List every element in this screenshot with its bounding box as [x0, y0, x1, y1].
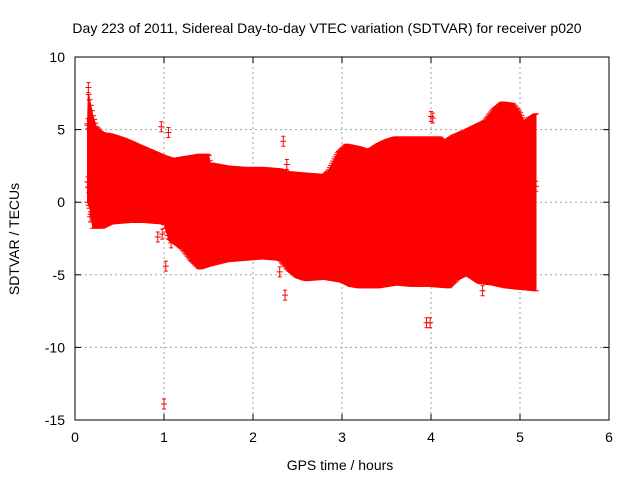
- outlier-point: [479, 285, 486, 297]
- x-tick-label: 2: [249, 429, 257, 445]
- outlier-point: [85, 81, 92, 93]
- outlier-point: [159, 228, 166, 240]
- x-tick-label: 3: [338, 429, 346, 445]
- outlier-point: [429, 112, 436, 124]
- y-tick-label: 10: [49, 49, 65, 65]
- outlier-point: [165, 127, 172, 139]
- outlier-point: [276, 266, 283, 278]
- outlier-point: [162, 260, 169, 272]
- outlier-point: [427, 317, 434, 329]
- outlier-point: [428, 111, 434, 123]
- tick-labels: 0 1 2 3 4 5 6 -15 -10 -5 0 5 10: [45, 49, 613, 445]
- x-axis-label: GPS time / hours: [287, 457, 394, 473]
- x-tick-label: 1: [160, 429, 168, 445]
- y-tick-label: -15: [45, 412, 65, 428]
- x-tick-label: 4: [427, 429, 435, 445]
- outlier-point: [280, 135, 287, 147]
- x-tick-label: 6: [605, 429, 613, 445]
- y-tick-label: -10: [45, 339, 65, 355]
- outlier-point: [178, 237, 185, 249]
- outlier-point: [84, 176, 91, 188]
- chart-title: Day 223 of 2011, Sidereal Day-to-day VTE…: [72, 20, 581, 36]
- data-series: [84, 81, 540, 410]
- outlier-point: [154, 231, 161, 243]
- outlier-point: [168, 237, 175, 249]
- axes: [74, 56, 610, 421]
- outlier-point: [84, 118, 91, 130]
- y-tick-label: 5: [57, 122, 65, 138]
- outlier-point: [423, 317, 430, 329]
- outlier-point: [85, 182, 92, 194]
- outlier-point: [87, 211, 94, 223]
- outlier-point: [161, 398, 167, 410]
- x-tick-label: 0: [71, 429, 79, 445]
- outlier-point: [533, 180, 540, 192]
- y-tick-label: -5: [53, 267, 66, 283]
- outlier-point: [282, 289, 289, 301]
- outlier-point: [283, 158, 290, 170]
- x-tick-label: 5: [516, 429, 524, 445]
- y-axis-label: SDTVAR / TECUs: [6, 183, 22, 295]
- outlier-point: [158, 121, 165, 133]
- y-tick-label: 0: [57, 194, 65, 210]
